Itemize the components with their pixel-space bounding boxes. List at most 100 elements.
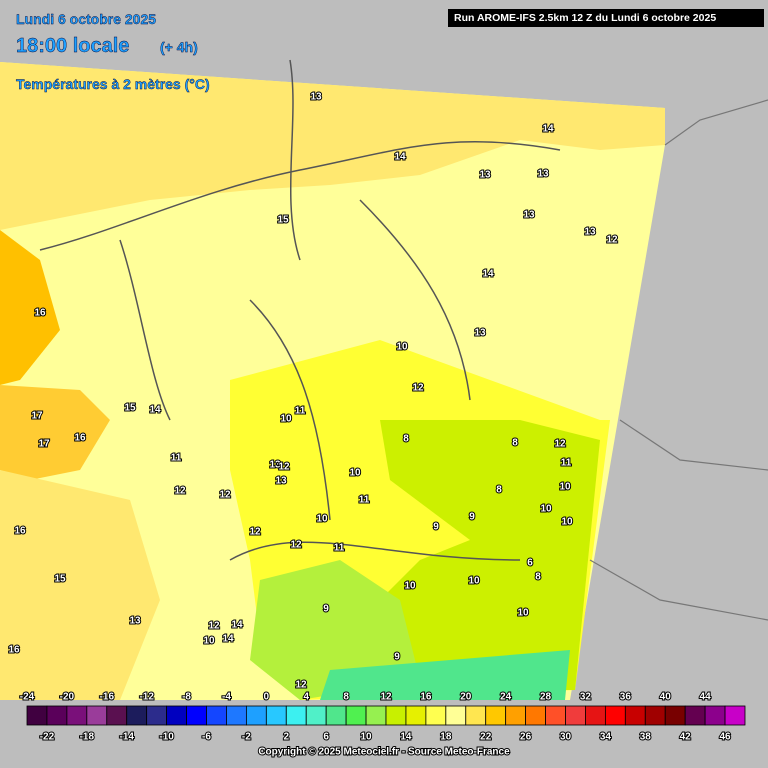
colorbar-tick-label: 28 — [540, 692, 552, 703]
contour-label: 15 — [124, 403, 136, 414]
temp-zone-southeast — [380, 420, 600, 690]
contour-label: 17 — [38, 439, 50, 450]
contour-label: 10 — [468, 576, 480, 587]
colorbar-tick-label: 36 — [620, 692, 632, 703]
contour-label: 13 — [310, 92, 322, 103]
run-box — [448, 9, 764, 27]
outer-borders — [589, 99, 768, 621]
colorbar-tick-label: 42 — [680, 732, 692, 743]
colorbar-tick-label: 14 — [400, 732, 412, 743]
contour-label: 14 — [482, 269, 494, 280]
colorbar-tick-label: -8 — [182, 692, 191, 703]
colorbar-tick-label: -6 — [202, 732, 211, 743]
contour-label: 12 — [554, 439, 566, 450]
contour-label: 11 — [295, 406, 306, 417]
temp-zone-warm — [0, 230, 60, 385]
contour-label: 12 — [278, 462, 290, 473]
colorbar-box — [126, 705, 148, 726]
copyright: Copyright © 2025 Meteociel.fr - Source M… — [258, 747, 510, 758]
contour-label: 12 — [174, 486, 186, 497]
colorbar-box — [465, 705, 487, 726]
contour-label: 9 — [323, 604, 329, 615]
colorbar-tick-label: 34 — [600, 732, 612, 743]
contour-label: 16 — [34, 308, 46, 319]
colorbar-box — [245, 705, 267, 726]
colorbar-tick-label: -14 — [119, 732, 134, 743]
colorbar-tick-label: -20 — [60, 692, 75, 703]
contour-label: 14 — [542, 124, 554, 135]
contour-label: 14 — [231, 620, 243, 631]
colorbar-tick-label: 12 — [380, 692, 392, 703]
temp-zone-southwest — [0, 470, 160, 700]
run-info: Run AROME-IFS 2.5km 12 Z du Lundi 6 octo… — [454, 12, 716, 24]
colorbar-box — [186, 705, 207, 726]
colorbar-box — [46, 705, 68, 726]
contour-label: 10 — [396, 342, 408, 353]
contour-label: 8 — [535, 572, 541, 583]
offset: (+ 4h) — [160, 39, 198, 55]
contour-label: 12 — [219, 490, 231, 501]
colorbar-tick-label: 0 — [264, 692, 270, 703]
colorbar-box — [624, 705, 646, 726]
temp-zone-mountains — [320, 650, 570, 700]
contour-label: 8 — [496, 485, 502, 496]
variable: Températures à 2 mètres (°C) — [16, 76, 210, 92]
colorbar-tick-label: 2 — [283, 732, 289, 743]
contour-label: 10 — [404, 581, 416, 592]
colorbar-tick-label: -12 — [139, 692, 154, 703]
contour-label: 16 — [74, 433, 86, 444]
contour-label: 8 — [512, 438, 518, 449]
contour-label: 15 — [54, 574, 66, 585]
colorbar-tick-label: -2 — [242, 732, 251, 743]
colorbar-tick-label: 16 — [420, 692, 432, 703]
contour-label: 12 — [412, 383, 424, 394]
contour-label: 10 — [517, 608, 529, 619]
contour-label: 10 — [280, 414, 292, 425]
contour-label: 13 — [479, 170, 491, 181]
colorbar-box — [106, 705, 128, 726]
temp-zone-north — [0, 62, 665, 230]
contour-label: 17 — [31, 411, 43, 422]
colorbar-tick-label: -22 — [40, 732, 55, 743]
colorbar-box — [545, 705, 566, 726]
contour-label: 13 — [275, 476, 287, 487]
colorbar-tick-label: 24 — [500, 692, 512, 703]
contour-label: 12 — [290, 540, 302, 551]
temp-zone-warm2 — [0, 385, 110, 480]
contour-label: 10 — [559, 482, 571, 493]
colorbar-tick-label: 46 — [719, 732, 731, 743]
contour-label: 11 — [334, 543, 345, 554]
contour-label: 14 — [394, 152, 406, 163]
colorbar-box — [146, 705, 168, 726]
colorbar-tick-label: -16 — [100, 692, 115, 703]
contour-label: 13 — [474, 328, 486, 339]
contour-label: 12 — [208, 621, 220, 632]
colorbar-tick-label: 32 — [580, 692, 592, 703]
colorbar-box — [505, 705, 527, 726]
colorbar-tick-label: 20 — [460, 692, 472, 703]
contour-label: 12 — [606, 235, 618, 246]
colorbar-box — [345, 705, 367, 726]
contour-label: 10 — [349, 468, 361, 479]
contour-label: 6 — [527, 558, 533, 569]
colorbar-tick-label: 8 — [343, 692, 349, 703]
colorbar-tick-label: -24 — [20, 692, 35, 703]
contour-label: 12 — [249, 527, 261, 538]
date: Lundi 6 octobre 2025 — [16, 11, 156, 27]
contour-label: 9 — [469, 512, 475, 523]
colorbar-box — [66, 705, 88, 726]
colorbar-tick-label: 4 — [303, 692, 309, 703]
contour-label: 11 — [561, 458, 572, 469]
colorbar-box — [485, 705, 507, 726]
contour-label: 13 — [269, 460, 281, 471]
contour-label: 9 — [394, 652, 400, 663]
colorbar-box — [405, 705, 427, 726]
contour-label: 13 — [584, 227, 596, 238]
colorbar-box — [206, 705, 227, 726]
contour-label: 11 — [171, 453, 182, 464]
colorbar-tick-label: 26 — [520, 732, 532, 743]
colorbar-tick-label: -10 — [159, 732, 174, 743]
colorbar-box — [305, 705, 327, 726]
contour-label: 16 — [14, 526, 26, 537]
